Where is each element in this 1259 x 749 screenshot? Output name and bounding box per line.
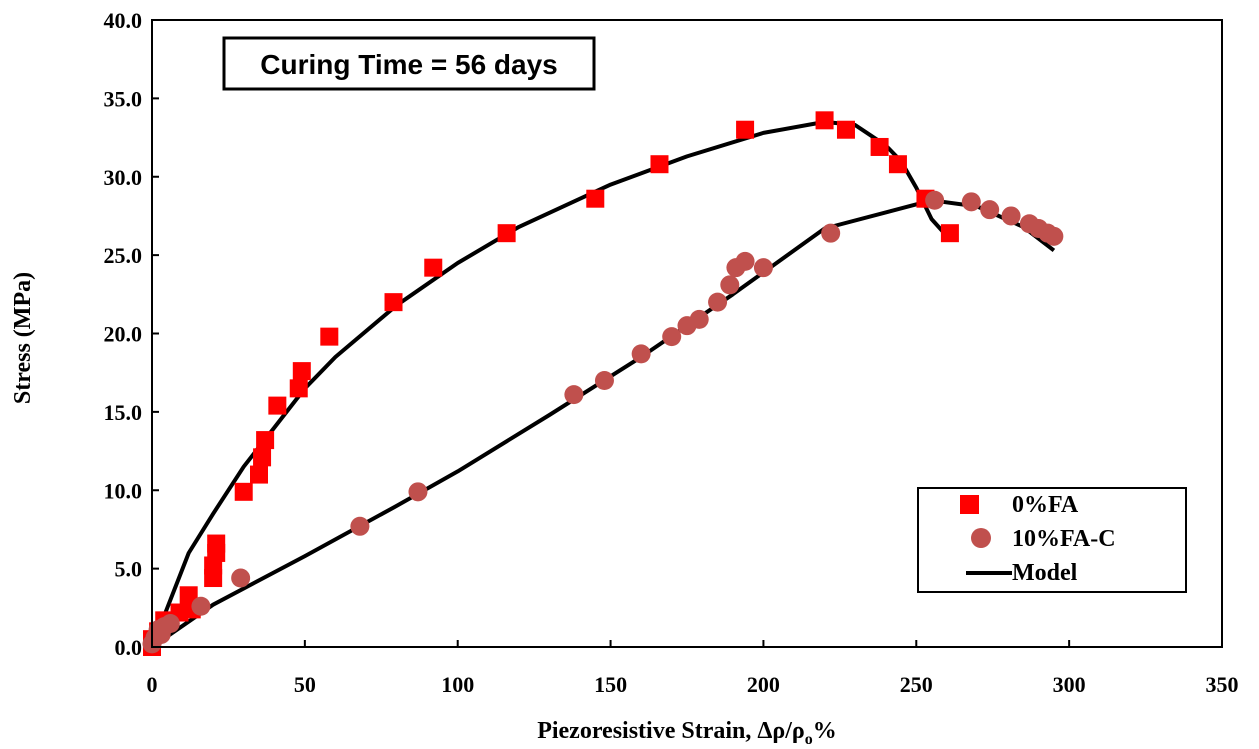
point-10fa-c — [160, 613, 180, 633]
point-0fa — [940, 224, 959, 243]
point-10fa-c — [753, 258, 773, 278]
point-0fa — [650, 155, 669, 174]
point-10fa-c — [662, 327, 682, 347]
point-10fa-c — [925, 190, 945, 210]
y-tick-label: 35.0 — [104, 86, 143, 111]
point-0fa — [268, 396, 287, 415]
point-10fa-c — [1001, 206, 1021, 226]
point-0fa — [179, 586, 198, 605]
point-0fa — [424, 258, 443, 277]
point-0fa — [870, 137, 889, 156]
x-axis-title: Piezoresistive Strain, Δρ/ρo% — [537, 718, 837, 748]
plot-frame — [151, 19, 1223, 648]
annotation-box: Curing Time = 56 days — [222, 36, 596, 91]
legend-label-0fa: 0%FA — [1012, 492, 1079, 518]
point-0fa — [292, 362, 311, 381]
x-tick-label: 50 — [294, 672, 316, 697]
x-axis-title-main: Piezoresistive Strain, Δρ/ρ — [537, 718, 805, 744]
x-tick-label: 350 — [1206, 672, 1239, 697]
data-markers — [142, 111, 1064, 656]
annotation-frame — [222, 36, 596, 91]
point-0fa — [289, 379, 308, 398]
point-0fa — [384, 293, 403, 312]
y-tick-label: 20.0 — [104, 322, 143, 347]
point-10fa-c — [708, 292, 728, 312]
point-10fa-c — [564, 385, 584, 405]
y-tick-label: 25.0 — [104, 243, 143, 268]
x-tick-label: 150 — [594, 672, 627, 697]
y-tick-label: 40.0 — [104, 8, 143, 33]
y-tick-label: 15.0 — [104, 400, 143, 425]
x-axis-title-subscript: o — [805, 731, 813, 748]
y-axis-title: Stress (MPa) — [10, 272, 36, 404]
point-10fa-c — [408, 482, 428, 502]
point-0fa — [497, 224, 516, 243]
point-0fa — [888, 155, 907, 174]
point-0fa — [250, 465, 268, 484]
y-tick-label: 5.0 — [115, 557, 143, 582]
legend-swatch-0fa — [960, 495, 979, 514]
legend: 0%FA 10%FA-C Model — [917, 487, 1187, 593]
legend-label-10fa-c: 10%FA-C — [1012, 526, 1116, 552]
y-tick-label: 30.0 — [104, 165, 143, 190]
point-10fa-c — [821, 223, 841, 243]
annotation-text: Curing Time = 56 days — [260, 49, 558, 80]
y-tick-label: 0.0 — [115, 635, 143, 660]
point-0fa — [256, 431, 275, 450]
point-10fa-c — [631, 344, 651, 364]
legend-swatch-10fa-c — [971, 528, 991, 548]
point-0fa — [836, 120, 855, 139]
y-tick-label: 10.0 — [104, 478, 143, 503]
point-10fa-c — [191, 596, 211, 616]
point-10fa-c — [1044, 226, 1064, 246]
x-tick-label: 0 — [147, 672, 158, 697]
point-10fa-c — [980, 200, 1000, 220]
point-0fa — [207, 534, 226, 553]
point-10fa-c — [594, 371, 614, 391]
point-10fa-c — [350, 516, 370, 536]
point-0fa — [253, 448, 272, 467]
point-10fa-c — [720, 275, 740, 295]
point-10fa-c — [735, 251, 755, 271]
legend-swatches — [960, 495, 1012, 575]
point-0fa — [815, 111, 834, 130]
point-10fa-c — [961, 192, 981, 212]
point-0fa — [586, 189, 605, 208]
legend-label-model: Model — [1012, 560, 1078, 586]
point-10fa-c — [231, 568, 251, 588]
point-10fa-c — [689, 309, 709, 329]
point-0fa — [234, 482, 253, 501]
x-tick-label: 100 — [441, 672, 474, 697]
x-tick-label: 250 — [900, 672, 933, 697]
x-tick-label: 300 — [1053, 672, 1086, 697]
axis-tick-labels: 0 50 100 150 200 250 300 350 0.0 5.0 10.0 15.0 20.0 2… — [104, 8, 1239, 697]
point-0fa — [320, 327, 339, 346]
x-axis-title-tail: % — [813, 718, 837, 744]
point-0fa — [736, 120, 755, 139]
x-tick-label: 200 — [747, 672, 780, 697]
